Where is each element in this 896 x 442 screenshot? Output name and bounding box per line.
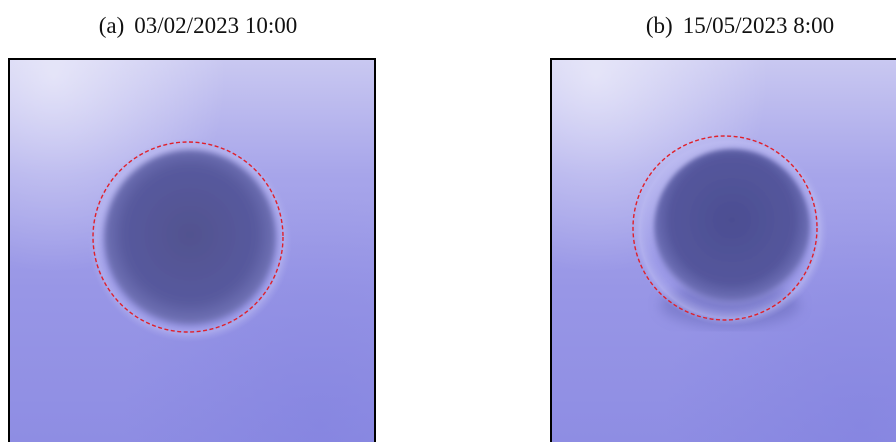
photo-b	[550, 58, 896, 442]
panel-b-timestamp: 15/05/2023 8:00	[682, 13, 835, 38]
dark-spot-b	[654, 149, 810, 307]
dashed-circle-b	[632, 135, 818, 321]
photo-a	[8, 58, 376, 442]
panel-b: (b) 15/05/2023 8:00	[550, 0, 896, 442]
panel-b-letter: (b)	[645, 13, 673, 38]
dark-spot-a	[104, 150, 276, 326]
photo-a-canvas	[88, 138, 292, 342]
caption-a: (a) 03/02/2023 10:00	[8, 13, 388, 39]
panel-a-letter: (a)	[98, 13, 125, 38]
caption-b: (b) 15/05/2023 8:00	[550, 13, 896, 39]
panel-a-timestamp: 03/02/2023 10:00	[134, 13, 298, 38]
panel-a: (a) 03/02/2023 10:00	[8, 0, 388, 442]
dashed-circle-a	[92, 141, 284, 333]
photo-b-canvas	[632, 134, 828, 327]
